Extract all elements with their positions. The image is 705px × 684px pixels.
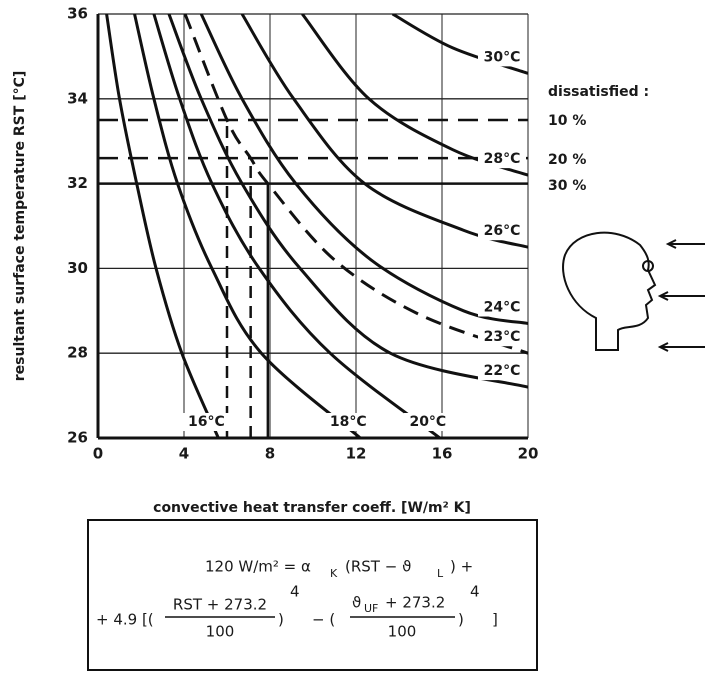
label-bg — [478, 362, 526, 381]
series-label: 20°C — [409, 414, 446, 430]
curve — [105, 14, 220, 438]
label-bg — [324, 413, 373, 431]
formula: 120 W/m² = α K (RST − ϑ L ) + + 4.9 [( R… — [96, 558, 498, 641]
series-label: 24°C — [484, 300, 521, 316]
formula-text: RST + 273.2 — [173, 596, 267, 614]
label-bg — [478, 328, 526, 347]
curve — [133, 14, 362, 438]
y-tick-label: 32 — [67, 174, 88, 192]
formula-text: 120 W/m² = α — [205, 558, 311, 576]
formula-text: ) + — [450, 558, 473, 576]
formula-text: − ( — [312, 611, 335, 629]
series-label: 28°C — [484, 151, 521, 167]
reference-label: 10 % — [548, 113, 586, 129]
formula-text: 100 — [206, 623, 235, 641]
x-tick-label: 0 — [93, 445, 103, 463]
reference-label: 30 % — [548, 178, 586, 194]
series-label: 26°C — [484, 223, 521, 239]
curve — [199, 14, 528, 325]
label-bg — [478, 150, 526, 169]
label-bg — [478, 298, 526, 317]
formula-box — [87, 519, 538, 671]
series-label: 18°C — [330, 414, 367, 430]
formula-text: ] — [492, 611, 498, 629]
curve — [167, 14, 528, 389]
formula-text: (RST − ϑ — [345, 558, 411, 576]
curve — [183, 14, 528, 355]
y-axis-title: resultant surface temperature RST [°C] — [12, 71, 28, 382]
series-label: 16°C — [188, 414, 225, 430]
curve — [152, 14, 441, 438]
curves — [105, 14, 528, 438]
label-bg — [478, 222, 526, 241]
formula-text: L — [437, 567, 444, 580]
formula-text: + 4.9 [( — [96, 611, 154, 629]
y-tick-label: 28 — [67, 344, 88, 362]
reference-title: dissatisfied : — [548, 84, 649, 100]
formula-text: ) — [458, 611, 464, 629]
y-tick-label: 30 — [67, 259, 88, 277]
formula-text: K — [330, 567, 338, 580]
label-bg — [478, 48, 526, 67]
formula-text: 4 — [290, 583, 300, 601]
curve — [391, 14, 528, 75]
label-bg — [403, 413, 452, 431]
series-label: 23°C — [484, 329, 521, 345]
label-bg — [182, 413, 231, 431]
y-tick-label: 36 — [67, 5, 88, 23]
series-label: 22°C — [484, 363, 521, 379]
reference-label: 20 % — [548, 152, 586, 168]
x-tick-label: 4 — [179, 445, 189, 463]
formula-text: 4 — [470, 583, 480, 601]
formula-text: 100 — [388, 623, 417, 641]
formula-text: ϑ — [352, 594, 361, 612]
x-tick-label: 20 — [518, 445, 539, 463]
x-tick-label: 16 — [432, 445, 453, 463]
x-tick-label: 8 — [265, 445, 275, 463]
formula-text: UF — [364, 602, 378, 615]
y-tick-label: 26 — [67, 429, 88, 447]
x-axis-title: convective heat transfer coeff. [W/m² K] — [153, 500, 471, 516]
formula-text: ) — [278, 611, 284, 629]
x-tick-label: 12 — [346, 445, 367, 463]
y-tick-label: 34 — [67, 89, 88, 107]
formula-text: + 273.2 — [385, 594, 445, 612]
series-label: 30°C — [484, 49, 521, 65]
head-icon — [562, 231, 705, 352]
